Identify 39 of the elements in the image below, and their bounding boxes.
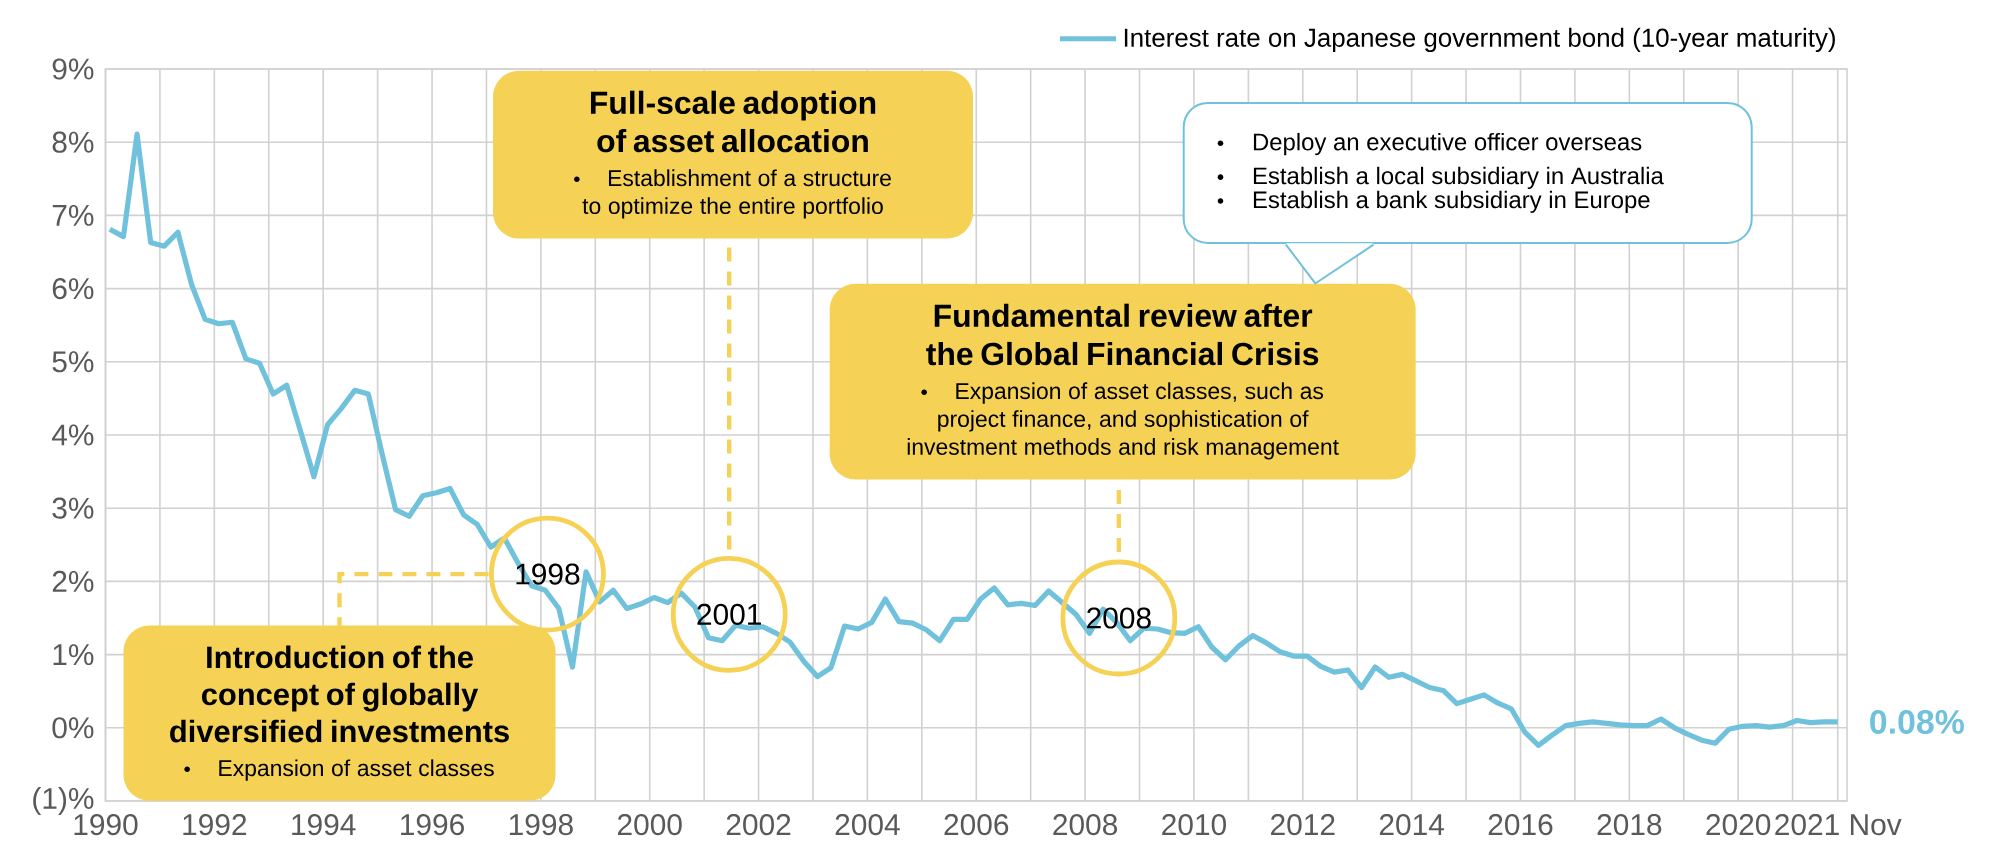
y-tick-label: 3% <box>52 497 94 519</box>
x-tick-label: 2018 <box>1597 814 1662 836</box>
annotation: Introduction of the concept of globally diversified investments <box>170 645 509 743</box>
y-tick-label: 6% <box>52 278 94 300</box>
annotation: Deploy an executive officer overseas <box>1253 132 1642 156</box>
y-tick-label: 9% <box>52 58 94 80</box>
y-tick-label: 0% <box>52 717 94 739</box>
x-tick-label: 1996 <box>401 814 464 836</box>
annotation: Expansion of asset classes <box>219 759 494 781</box>
x-tick-label: 2012 <box>1271 814 1335 836</box>
x-tick-label: 2006 <box>944 814 1009 836</box>
annotation: Expansion of asset classes, such as project finance, and sophistication of investment methods and risk management <box>907 382 1339 460</box>
y-tick-label: 8% <box>52 131 94 153</box>
x-tick-label: 2014 <box>1379 814 1444 836</box>
y-tick-label: 1% <box>53 644 94 666</box>
x-tick-label: 2010 <box>1162 814 1226 836</box>
annotation: Full-scale adoption of asset allocation <box>590 90 876 153</box>
y-tick-label: 5% <box>52 351 94 373</box>
y-tick-label: 4% <box>51 424 94 446</box>
x-tick-label: 1998 <box>509 814 573 836</box>
x-tick-label: 2020 <box>1706 814 1771 836</box>
x-tick-label: 2016 <box>1488 814 1553 836</box>
annotation: Establish a bank subsidiary in Europe <box>1253 190 1650 213</box>
annotation: 0.08% <box>1870 709 1964 734</box>
x-tick-label: 2021 Nov <box>1775 814 1902 836</box>
annotation: Fundamental review after the Global Financial Crisis <box>926 303 1319 366</box>
x-tick-label: 2000 <box>617 814 682 836</box>
x-tick-label: 2008 <box>1053 814 1118 836</box>
x-tick-label: 1994 <box>292 814 356 836</box>
y-tick-label: (1)% <box>33 787 94 815</box>
x-tick-label: 2002 <box>726 814 791 836</box>
annotation: Establish a local subsidiary in Australia <box>1253 166 1664 190</box>
x-tick-label: 1992 <box>183 814 247 836</box>
legend-label: Interest rate on Japanese government bond (10-year maturity) <box>1124 27 1835 53</box>
y-tick-label: 2% <box>52 570 94 592</box>
annotation: Establishment of a structure to optimize the entire portfolio <box>582 169 891 219</box>
x-tick-label: 2004 <box>835 814 900 836</box>
x-tick-label: 1990 <box>74 814 138 836</box>
y-tick-label: 7% <box>52 204 94 226</box>
